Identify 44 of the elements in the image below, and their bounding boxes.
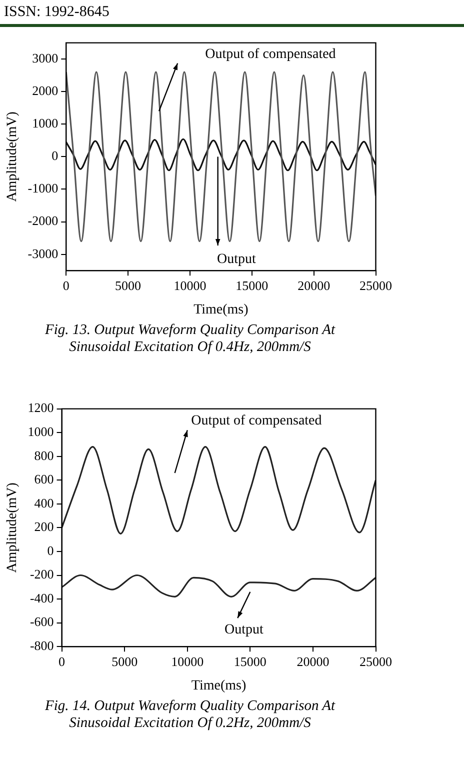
y-tick-label: -600 [30,614,54,630]
y-tick-label: 200 [34,519,54,534]
x-tick-label: 10000 [174,278,206,293]
y-tick-label: 2000 [32,83,58,98]
x-tick-label: 10000 [171,654,204,669]
annotation: Output [224,622,264,638]
y-tick-label: -3000 [28,246,58,261]
y-tick-label: 1200 [28,400,54,416]
annotation: Output of compensated [205,46,336,62]
annotation: Output of compensated [191,413,322,428]
y-axis-title: Amplitude(mV) [5,482,20,573]
x-tick-label: 0 [62,278,70,293]
x-tick-label: 20000 [298,278,330,293]
y-tick-label: 0 [47,542,54,558]
y-tick-label: -800 [30,638,54,654]
x-tick-label: 5000 [115,278,142,293]
x-axis-title: Time(ms) [194,302,249,318]
x-tick-label: 5000 [112,654,138,669]
text: Fig. 13. Output Waveform Quality Comparison At Sinusoidal Excitation Of 0.4Hz, 200mm/S [44,322,336,356]
y-tick-label: -1000 [28,180,58,196]
y-tick-label: 1000 [32,116,58,131]
line-series [62,574,376,598]
x-tick-label: 20000 [296,654,330,669]
x-tick-label: 25000 [360,278,392,293]
line-series [66,138,376,172]
line-series [62,446,376,534]
y-axis-title: Amplitude(mV) [5,111,20,202]
annotation: Output [216,252,256,267]
text: Fig. 14. Output Waveform Quality Comparison At Sinusoidal Excitation Of 0.2Hz, 200mm/S [44,698,336,732]
y-tick-label: -400 [30,590,54,606]
x-tick-label: 15000 [236,278,268,293]
x-axis-title: Time(ms) [191,678,246,694]
y-tick-label: 400 [34,495,54,510]
text: ISSN: 1992-8645 [4,4,110,21]
y-tick-label: 3000 [32,50,58,66]
y-tick-label: -2000 [28,213,58,228]
y-tick-label: 0 [52,148,58,164]
y-tick-label: 800 [34,448,54,463]
line-series [66,71,376,242]
x-tick-label: 25000 [360,654,392,669]
y-tick-label: 600 [34,472,54,487]
y-tick-label: 1000 [28,424,54,439]
y-tick-label: -200 [30,566,54,582]
x-tick-label: 15000 [234,654,266,669]
